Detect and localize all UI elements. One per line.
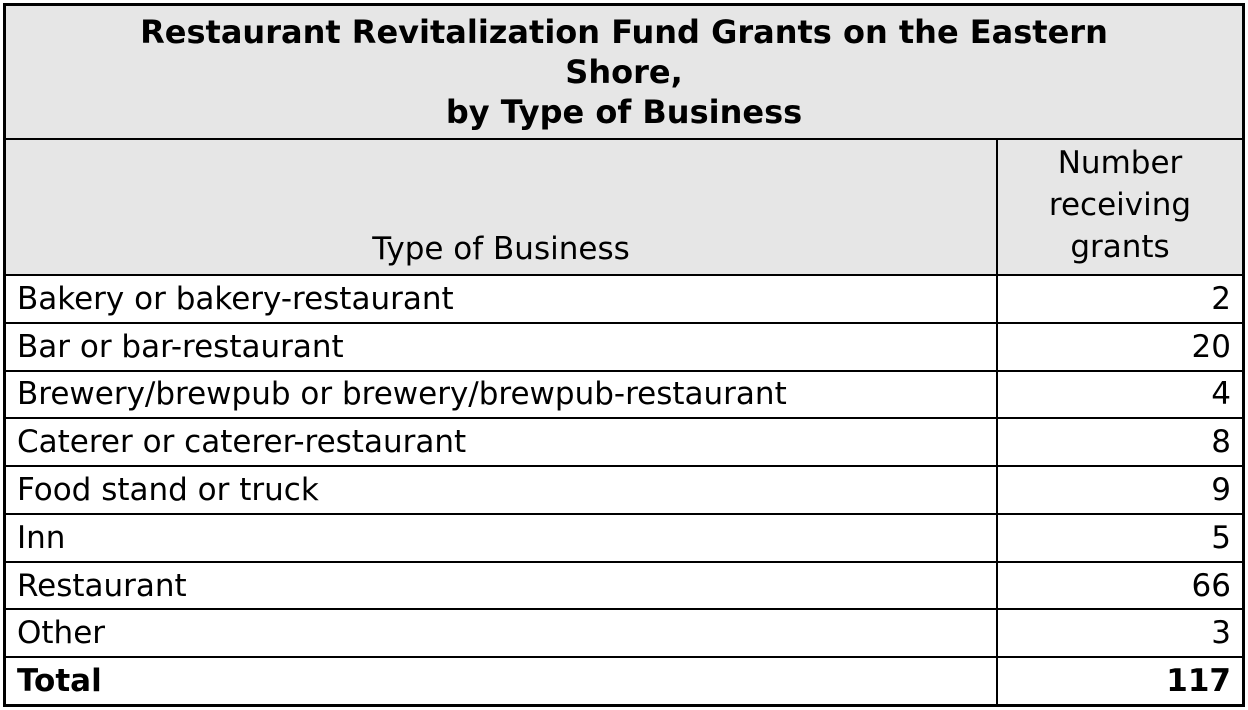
total-label: Total	[17, 663, 102, 700]
column-header-number-receiving-grants: Number receiving grants	[998, 140, 1242, 274]
grants-count-cell: 3	[998, 610, 1242, 656]
grants-count-value: 5	[1211, 519, 1231, 556]
business-type-label: Caterer or caterer-restaurant	[17, 424, 467, 461]
table-row: Food stand or truck 9	[6, 467, 1242, 515]
column-header-type-of-business-label: Type of Business	[372, 231, 630, 267]
grants-count-value: 20	[1191, 328, 1231, 365]
table-row: Inn 5	[6, 514, 1242, 563]
business-type-label: Bakery or bakery-restaurant	[17, 280, 454, 317]
grants-count-value: 2	[1211, 280, 1231, 317]
table-row: Restaurant 66	[6, 562, 1242, 611]
total-value-cell: 117	[998, 658, 1242, 704]
business-type-label: Other	[17, 615, 106, 652]
table-row: Brewery/brewpub or brewery/brewpub-resta…	[6, 371, 1242, 420]
business-type-cell: Brewery/brewpub or brewery/brewpub-resta…	[6, 371, 998, 418]
grants-count-cell: 2	[998, 276, 1242, 322]
grants-count-cell: 9	[998, 467, 1242, 513]
table-title: Restaurant Revitalization Fund Grants on…	[6, 6, 1242, 140]
business-type-label: Bar or bar-restaurant	[17, 328, 344, 365]
grants-count-value: 8	[1211, 424, 1231, 461]
business-type-cell: Caterer or caterer-restaurant	[6, 419, 998, 466]
grants-table: Restaurant Revitalization Fund Grants on…	[3, 3, 1245, 707]
grants-count-value: 3	[1211, 615, 1231, 652]
total-row: Total 117	[6, 658, 1242, 705]
business-type-label: Food stand or truck	[17, 472, 319, 509]
business-type-cell: Bakery or bakery-restaurant	[6, 276, 998, 322]
grants-count-value: 9	[1211, 472, 1231, 509]
table-row: Bar or bar-restaurant 20	[6, 323, 1242, 372]
table-title-line-1: Restaurant Revitalization Fund Grants on…	[140, 13, 1108, 51]
business-type-label: Inn	[17, 519, 66, 556]
table-row: Caterer or caterer-restaurant 8	[6, 419, 1242, 468]
business-type-cell: Food stand or truck	[6, 467, 998, 513]
business-type-label: Brewery/brewpub or brewery/brewpub-resta…	[17, 376, 787, 413]
grants-count-cell: 8	[998, 419, 1242, 465]
grants-count-cell: 20	[998, 324, 1242, 370]
column-header-number-receiving-grants-label: Number receiving grants	[1048, 145, 1192, 265]
header-row: Type of Business Number receiving grants	[6, 140, 1242, 276]
total-value: 117	[1166, 663, 1231, 700]
grants-count-value: 4	[1211, 376, 1231, 413]
grants-count-cell: 4	[998, 372, 1242, 418]
table-title-line-2: Shore,	[565, 53, 683, 91]
business-type-cell: Restaurant	[6, 562, 998, 609]
table-row: Bakery or bakery-restaurant 2	[6, 276, 1242, 324]
table-row: Other 3	[6, 610, 1242, 659]
grants-count-cell: 5	[998, 515, 1242, 561]
grants-count-cell: 66	[998, 563, 1242, 609]
business-type-label: Restaurant	[17, 567, 187, 604]
column-header-type-of-business: Type of Business	[6, 140, 998, 274]
business-type-cell: Other	[6, 610, 998, 657]
table-title-line-3: by Type of Business	[445, 93, 803, 131]
business-type-cell: Inn	[6, 514, 998, 561]
grants-count-value: 66	[1191, 567, 1231, 604]
total-label-cell: Total	[6, 658, 998, 705]
business-type-cell: Bar or bar-restaurant	[6, 323, 998, 370]
